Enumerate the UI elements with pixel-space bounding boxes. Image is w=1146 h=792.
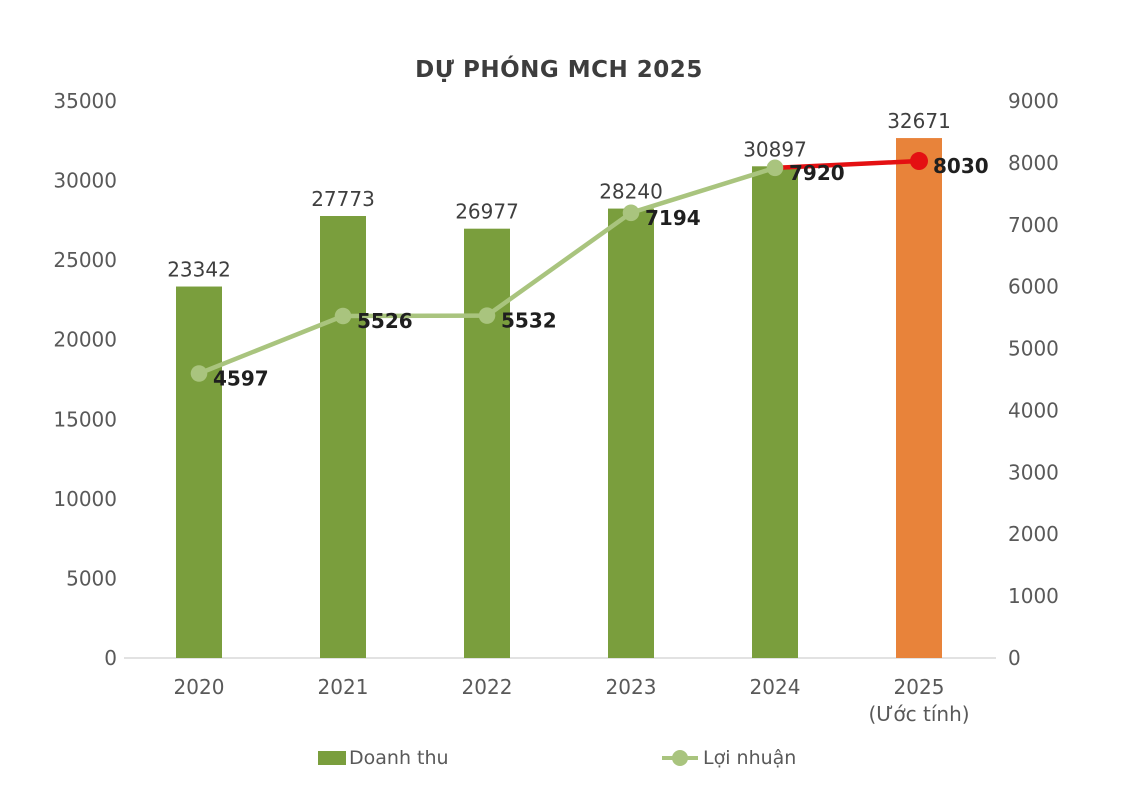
bar-2021 — [320, 216, 366, 658]
line-segment — [772, 158, 922, 171]
right-axis-tick-label: 1000 — [1008, 584, 1059, 608]
right-axis-tick-label: 4000 — [1008, 398, 1059, 422]
x-axis-label-2021: 2021 — [318, 675, 369, 699]
line-value-label: 5532 — [501, 309, 557, 333]
left-axis-tick-label: 25000 — [53, 248, 117, 272]
bar-value-label: 23342 — [167, 258, 231, 282]
line-marker-2024 — [766, 159, 784, 177]
legend-label-loi-nhuan: Lợi nhuận — [703, 747, 797, 769]
left-axis-tick-label: 15000 — [53, 407, 117, 431]
bar-value-label: 28240 — [599, 180, 663, 204]
x-axis-label-2023: 2023 — [606, 675, 657, 699]
x-axis-label-2025: 2025 — [894, 675, 945, 699]
legend-item-loi-nhuan: Lợi nhuận — [660, 745, 796, 771]
chart-plot-area: 0 5000 10000 15000 20000 25000 30000 35000 0 1000… — [53, 89, 1059, 726]
line-value-label: 8030 — [933, 154, 989, 178]
bar-2022 — [464, 228, 510, 659]
bar-2020 — [176, 286, 222, 658]
line-marker-2021 — [334, 307, 352, 325]
legend-item-doanh-thu: Doanh thu — [318, 745, 449, 771]
line-marker-2025 — [910, 152, 928, 171]
line-value-label: 7194 — [645, 206, 701, 230]
bar-value-label: 26977 — [455, 200, 519, 224]
line-segment — [484, 210, 634, 318]
bar-2024 — [752, 166, 798, 658]
right-axis-tick-label: 3000 — [1008, 460, 1059, 484]
right-axis-tick-label: 2000 — [1008, 522, 1059, 546]
right-axis-tick-label: 6000 — [1008, 275, 1059, 299]
bar-value-label: 27773 — [311, 187, 375, 211]
right-axis-tick-label: 7000 — [1008, 213, 1059, 237]
x-axis-sublabel-2025: (Ước tính) — [868, 702, 969, 726]
line-segment — [196, 313, 346, 376]
line-marker-2022 — [478, 307, 496, 324]
right-axis-tick-label: 0 — [1008, 646, 1021, 670]
line-value-label: 4597 — [213, 366, 269, 390]
line-value-label: 7920 — [789, 161, 845, 185]
bar-value-label: 32671 — [887, 109, 951, 133]
right-axis-tick-label: 5000 — [1008, 337, 1059, 361]
x-axis-label-2024: 2024 — [750, 675, 801, 699]
left-axis-tick-label: 10000 — [53, 487, 117, 511]
left-axis-tick-label: 35000 — [53, 89, 117, 113]
left-axis-tick-label: 0 — [104, 646, 117, 670]
left-axis-tick-label: 30000 — [53, 169, 117, 193]
right-axis-tick-label: 9000 — [1008, 89, 1059, 113]
chart-title: DỰ PHÓNG MCH 2025 — [415, 57, 703, 83]
x-axis-label-2020: 2020 — [174, 675, 225, 699]
bar-value-label: 30897 — [743, 137, 807, 161]
line-marker-2023 — [622, 204, 640, 222]
bar-2025 — [896, 138, 942, 658]
bar-legend-swatch-icon — [318, 751, 346, 765]
left-axis-tick-label: 20000 — [53, 328, 117, 352]
x-axis-label-2022: 2022 — [462, 675, 513, 699]
bar-2023 — [608, 208, 654, 658]
line-value-label: 5526 — [357, 309, 413, 333]
left-axis-tick-label: 5000 — [66, 566, 117, 590]
line-marker-2020 — [190, 365, 208, 382]
line-legend-swatch-icon — [662, 750, 698, 766]
line-segment — [628, 165, 778, 216]
legend-label-doanh-thu: Doanh thu — [349, 747, 449, 769]
right-axis-tick-label: 8000 — [1008, 151, 1059, 175]
